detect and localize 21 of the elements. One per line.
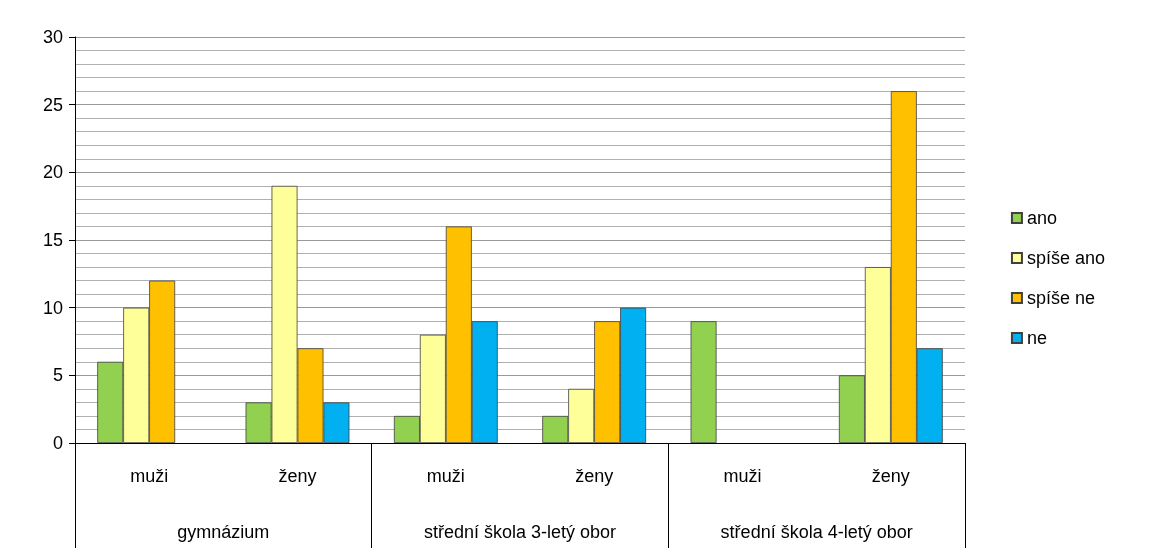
y-tick-label: 0 bbox=[52, 433, 63, 453]
x-tick-label: muži bbox=[723, 466, 762, 486]
y-tick-label: 15 bbox=[42, 230, 63, 250]
x-tick-label: muži bbox=[426, 466, 465, 486]
y-tick-label: 5 bbox=[52, 365, 63, 386]
x-tick-label: muži bbox=[130, 466, 169, 486]
y-tick-label: 10 bbox=[42, 297, 63, 318]
y-tick-label: 20 bbox=[42, 162, 63, 183]
text: střední škola 4-letý obor bbox=[720, 522, 913, 542]
text: střední škola 3-letý obor bbox=[423, 522, 617, 542]
legend-label: ne bbox=[1026, 328, 1047, 348]
y-tick-label: 30 bbox=[42, 27, 63, 47]
legend-label: spíše ne bbox=[1026, 288, 1095, 308]
x-tick-label: ženy bbox=[575, 466, 614, 486]
legend-label: ano bbox=[1026, 208, 1057, 228]
x-tick-label: ženy bbox=[871, 466, 910, 486]
bar bbox=[690, 321, 717, 443]
legend-label: spíše ano bbox=[1026, 248, 1106, 268]
y-tick-label: 25 bbox=[42, 94, 63, 115]
text: gymnázium bbox=[177, 522, 270, 542]
x-tick-label: ženy bbox=[278, 466, 317, 486]
